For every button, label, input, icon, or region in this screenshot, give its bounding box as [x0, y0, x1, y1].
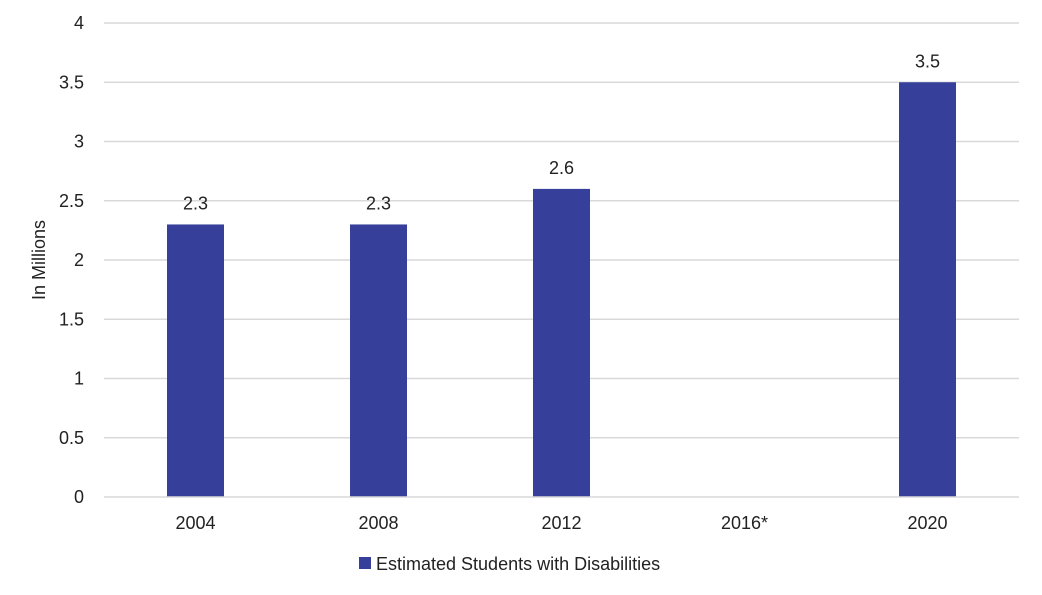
x-tick-label: 2004 — [175, 513, 215, 533]
data-label: 3.5 — [915, 51, 940, 71]
data-label: 2.3 — [366, 193, 391, 213]
y-tick-label: 3.5 — [59, 72, 84, 92]
y-tick-label: 4 — [74, 13, 84, 33]
bar-2008 — [350, 224, 407, 497]
y-axis-ticks: 0 0.5 1 1.5 2 2.5 3 3.5 4 — [59, 13, 84, 507]
y-tick-label: 2.5 — [59, 191, 84, 211]
data-labels: 2.3 2.3 2.6 3.5 — [183, 51, 940, 213]
bar-2012 — [533, 188, 590, 497]
y-tick-label: 2 — [74, 250, 84, 270]
data-label: 2.6 — [549, 158, 574, 178]
data-label: 2.3 — [183, 193, 208, 213]
bar-2020 — [899, 82, 956, 497]
y-axis-label: In Millions — [29, 220, 49, 300]
x-tick-label: 2020 — [907, 513, 947, 533]
y-tick-label: 0 — [74, 487, 84, 507]
x-tick-label: 2008 — [358, 513, 398, 533]
legend: Estimated Students with Disabilities — [359, 554, 660, 574]
y-tick-label: 1 — [74, 369, 84, 389]
legend-label: Estimated Students with Disabilities — [376, 554, 660, 574]
x-axis-ticks: 2004 2008 2012 2016* 2020 — [175, 513, 947, 533]
y-tick-label: 3 — [74, 132, 84, 152]
x-tick-label: 2016* — [721, 513, 768, 533]
x-tick-label: 2012 — [541, 513, 581, 533]
bars — [167, 82, 956, 497]
bar-2004 — [167, 224, 224, 497]
y-tick-label: 0.5 — [59, 428, 84, 448]
y-tick-label: 1.5 — [59, 309, 84, 329]
legend-swatch — [359, 557, 371, 569]
